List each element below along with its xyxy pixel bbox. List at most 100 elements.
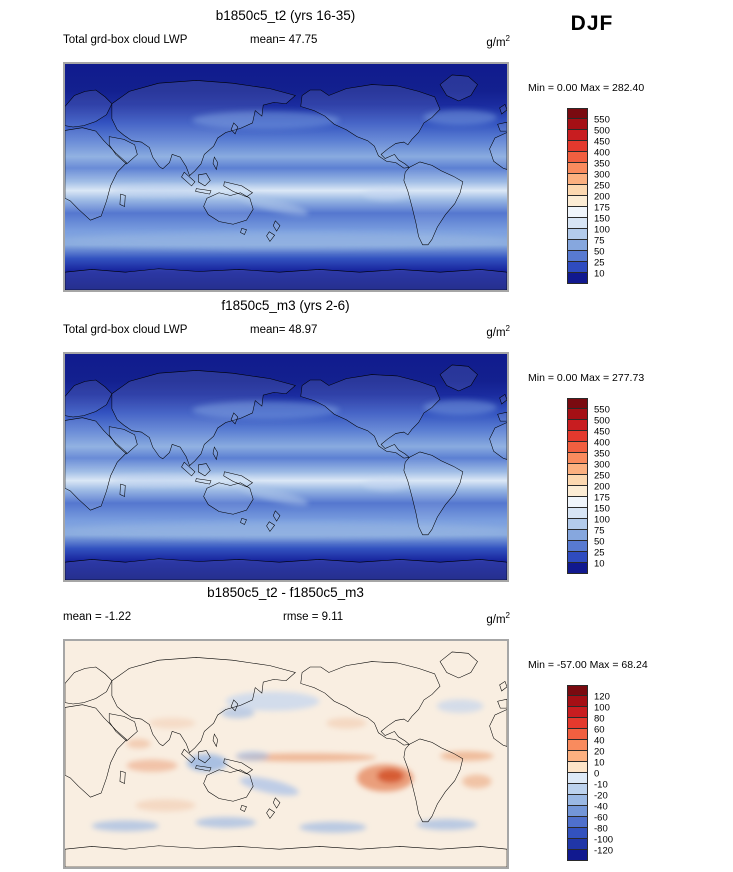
colorbar-segment <box>567 262 588 273</box>
panel-difference: b1850c5_t2 - f1850c5_m3 mean = -1.22 rms… <box>0 585 733 872</box>
panel2-minmax-label: Min = 0.00 Max = 277.73 <box>528 372 645 384</box>
units-exponent: 2 <box>505 324 510 333</box>
colorbar-segment <box>567 486 588 497</box>
colorbar-tick-label: 20 <box>594 746 605 758</box>
panel3-map-svg <box>65 641 507 867</box>
colorbar-tick-label: 10 <box>594 268 605 280</box>
colorbar-tick-label: 400 <box>594 147 610 159</box>
colorbar-segment <box>567 240 588 251</box>
colorbar-tick-label: -40 <box>594 801 608 813</box>
units-exponent: 2 <box>505 611 510 620</box>
colorbar-segment <box>567 453 588 464</box>
panel2-variable-label: Total grd-box cloud LWP <box>63 324 188 336</box>
panel1-units-label: g/m2 <box>452 34 510 49</box>
panel1-mean-label: mean= 47.75 <box>250 34 318 46</box>
panel-case2: f1850c5_m3 (yrs 2-6) Total grd-box cloud… <box>0 298 733 593</box>
colorbar-tick-label: 75 <box>594 525 605 537</box>
colorbar-segment <box>567 784 588 795</box>
colorbar-segment <box>567 817 588 828</box>
colorbar-segment <box>567 530 588 541</box>
colorbar-segment <box>567 552 588 563</box>
colorbar-segment <box>567 850 588 861</box>
panel1-variable-label: Total grd-box cloud LWP <box>63 34 188 46</box>
colorbar-tick-label: 250 <box>594 180 610 192</box>
panel-case1: b1850c5_t2 (yrs 16-35) Total grd-box clo… <box>0 8 733 303</box>
colorbar-segment <box>567 541 588 552</box>
diff-anomaly-blobs <box>91 691 494 833</box>
panel3-map <box>63 639 509 869</box>
colorbar-tick-label: 100 <box>594 224 610 236</box>
panel2-colorbar: 550 500 450 400 350 300 250 200 175 150 100 75 50 25 1… <box>567 398 610 574</box>
colorbar-tick-label: 0 <box>594 768 600 780</box>
colorbar-segment <box>567 497 588 508</box>
season-label: DJF <box>570 12 614 35</box>
colorbar-segment <box>567 828 588 839</box>
colorbar-tick-label: -20 <box>594 790 608 802</box>
colorbar-segment <box>567 420 588 431</box>
colorbar-segment <box>567 508 588 519</box>
colorbar-tick-label: 10 <box>594 558 605 570</box>
colorbar-tick-label: -10 <box>594 779 608 791</box>
units-text: g/m <box>486 326 506 339</box>
colorbar-segment <box>567 409 588 420</box>
colorbar-tick-label: 450 <box>594 426 610 438</box>
colorbar-segment <box>567 196 588 207</box>
colorbar-tick-label: -80 <box>594 823 608 835</box>
colorbar-tick-label: 40 <box>594 735 605 747</box>
colorbar-segment <box>567 229 588 240</box>
colorbar-segment <box>567 108 588 119</box>
units-exponent: 2 <box>505 34 510 43</box>
colorbar-tick-label: 25 <box>594 257 605 269</box>
panel1-map <box>63 62 509 292</box>
colorbar-segment <box>567 806 588 817</box>
colorbar-tick-label: 75 <box>594 235 605 247</box>
panel2-units-label: g/m2 <box>452 324 510 339</box>
colorbar-segment <box>567 839 588 850</box>
colorbar-segment <box>567 773 588 784</box>
colorbar-segment <box>567 795 588 806</box>
units-text: g/m <box>486 613 506 626</box>
colorbar-segment <box>567 519 588 530</box>
colorbar-segment <box>567 464 588 475</box>
colorbar-tick-label: 50 <box>594 246 605 258</box>
panel2-title: f1850c5_m3 (yrs 2-6) <box>221 298 350 313</box>
colorbar-tick-label: 10 <box>594 757 605 769</box>
panel3-colorbar: 120 100 80 60 40 20 10 0 -10 -20 -40 -60 -80 -100 -120 <box>567 685 613 861</box>
colorbar-segment <box>567 185 588 196</box>
panel2-mean-label: mean= 48.97 <box>250 324 318 336</box>
colorbar-segment <box>567 174 588 185</box>
colorbar-segment <box>567 751 588 762</box>
units-text: g/m <box>486 36 506 49</box>
colorbar-tick-label: 500 <box>594 125 610 137</box>
colorbar-tick-label: 25 <box>594 547 605 559</box>
colorbar-segment <box>567 707 588 718</box>
colorbar-tick-label: 350 <box>594 158 610 170</box>
colorbar-tick-label: 200 <box>594 191 610 203</box>
colorbar-tick-label: -120 <box>594 845 614 857</box>
colorbar-segment <box>567 130 588 141</box>
panel3-title: b1850c5_t2 - f1850c5_m3 <box>207 585 364 600</box>
colorbar-segment <box>567 696 588 707</box>
colorbar-segment <box>567 685 588 696</box>
colorbar-tick-label: 100 <box>594 514 610 526</box>
colorbar-segment <box>567 442 588 453</box>
colorbar-tick-label: 175 <box>594 492 610 504</box>
colorbar-segment <box>567 740 588 751</box>
colorbar-tick-label: 300 <box>594 169 610 181</box>
colorbar-tick-label: 100 <box>594 702 610 714</box>
panel1-title: b1850c5_t2 (yrs 16-35) <box>215 8 356 23</box>
colorbar-tick-label: 300 <box>594 459 610 471</box>
colorbar-tick-label: -60 <box>594 812 608 824</box>
colorbar-tick-label: 250 <box>594 470 610 482</box>
colorbar-segment <box>567 431 588 442</box>
colorbar-tick-label: 150 <box>594 503 610 515</box>
colorbar-tick-label: 400 <box>594 437 610 449</box>
colorbar-segment <box>567 718 588 729</box>
colorbar-segment <box>567 398 588 409</box>
panel3-mean-label: mean = -1.22 <box>63 611 132 623</box>
colorbar-segment <box>567 141 588 152</box>
panel2-map-svg <box>65 354 507 580</box>
colorbar-segment <box>567 729 588 740</box>
colorbar-tick-label: 120 <box>594 691 610 703</box>
